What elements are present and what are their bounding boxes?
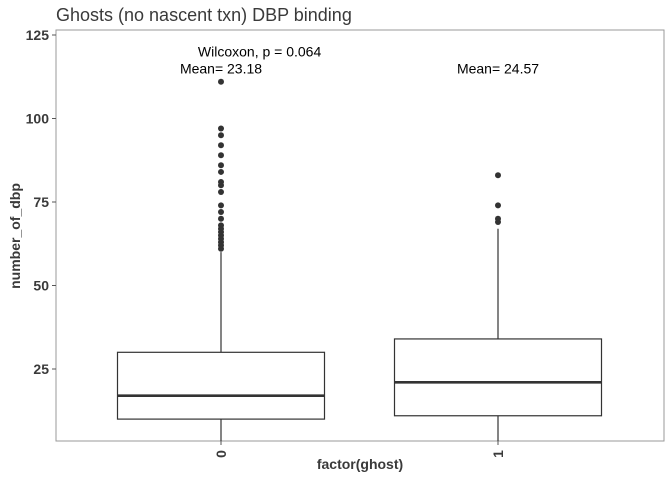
outlier-point (218, 78, 224, 85)
boxplot-1 (393, 172, 603, 441)
y-tick-label: 25 (33, 361, 49, 377)
outlier-point (218, 202, 224, 209)
y-tick-label: 100 (26, 111, 50, 127)
iqr-box (116, 351, 326, 420)
outlier-point (218, 222, 224, 229)
x-tick-label: 1 (490, 450, 506, 458)
outlier-point (495, 172, 501, 179)
outlier-point (218, 215, 224, 222)
outlier-point (218, 209, 224, 216)
y-axis-title: number_of_dbp (7, 183, 23, 289)
annotation-label: Wilcoxon, p = 0.064 (198, 44, 322, 60)
y-tick-label: 75 (33, 194, 49, 210)
outlier-point (218, 132, 224, 139)
outlier-point (218, 125, 224, 132)
outlier-point (218, 188, 224, 195)
x-axis-title: factor(ghost) (317, 456, 403, 472)
boxplot-0 (116, 78, 326, 441)
iqr-box (393, 338, 603, 417)
outlier-point (218, 162, 224, 169)
outlier-point (218, 178, 224, 185)
x-tick-label: 0 (213, 450, 229, 458)
boxplots (116, 78, 603, 441)
annotation-label: Mean= 24.57 (457, 60, 539, 76)
outlier-point (495, 215, 501, 222)
outlier-point (218, 142, 224, 149)
outlier-point (218, 152, 224, 159)
plot-panel (55, 29, 665, 442)
y-axis: 25 50 75 100 125 (26, 27, 56, 377)
y-tick-label: 125 (26, 27, 50, 43)
outlier-point (218, 168, 224, 175)
chart-title: Ghosts (no nascent txn) DBP binding (56, 5, 352, 25)
annotation-label: Mean= 23.18 (180, 60, 262, 76)
y-tick-label: 50 (33, 278, 49, 294)
outlier-point (495, 202, 501, 209)
